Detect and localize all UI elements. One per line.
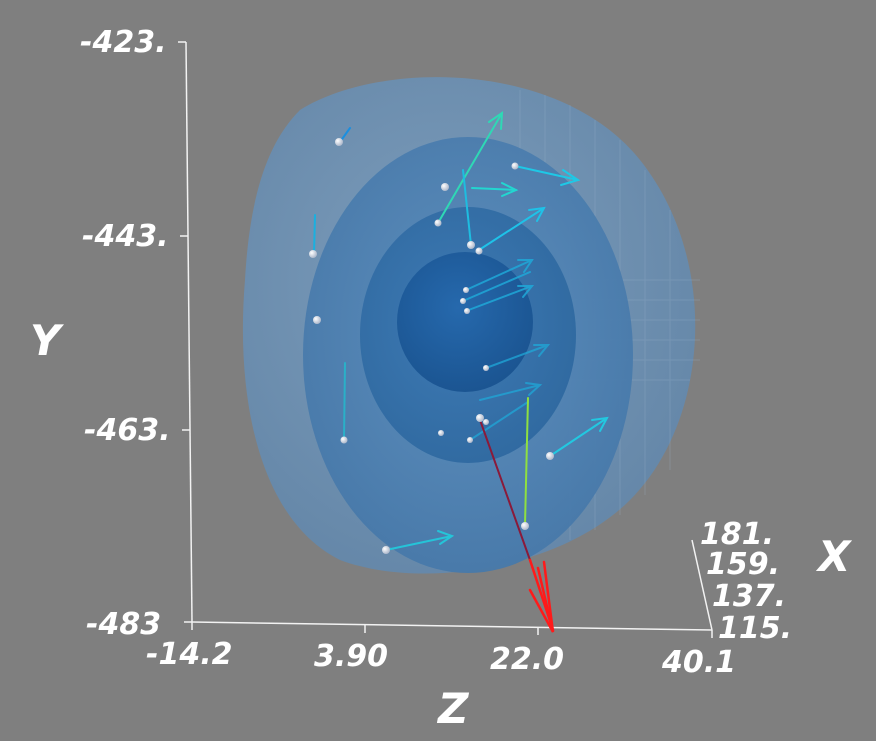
z-tick-label: 3.90 xyxy=(314,639,389,674)
x-tick-label: 137. xyxy=(712,579,787,614)
sample-point xyxy=(441,183,449,191)
x-tick-label: 115. xyxy=(718,611,793,646)
sample-point xyxy=(460,298,466,304)
sample-point xyxy=(483,419,489,425)
vector-arrow xyxy=(343,362,346,441)
sample-point xyxy=(309,250,317,258)
z-tick-label: 22.0 xyxy=(490,642,565,677)
y-tick-label: -483 xyxy=(86,607,162,642)
axis-frame xyxy=(178,41,713,638)
sample-point xyxy=(483,365,489,371)
sample-point xyxy=(546,452,554,460)
sample-point xyxy=(467,241,475,249)
sample-point xyxy=(463,287,469,293)
vector-arrow-large xyxy=(528,558,555,633)
z-tick-label: 40.1 xyxy=(662,645,737,680)
vector-arrow xyxy=(479,419,531,561)
vector-arrow xyxy=(524,397,529,526)
sample-point xyxy=(313,316,321,324)
sample-point xyxy=(382,546,390,554)
sample-point xyxy=(521,522,529,530)
sample-point xyxy=(335,138,343,146)
isosurface-core xyxy=(397,252,533,392)
sample-points xyxy=(309,138,554,554)
sample-point xyxy=(340,436,348,444)
sample-point xyxy=(475,247,483,255)
sample-point xyxy=(467,437,473,443)
z-axis-title: Z xyxy=(438,684,469,733)
sample-point xyxy=(438,430,444,436)
vector-arrow xyxy=(549,416,609,457)
y-tick-label: -463. xyxy=(84,413,171,448)
y-axis-line xyxy=(185,41,193,623)
vector-arrow xyxy=(437,111,504,224)
sample-point xyxy=(511,162,519,170)
z-axis-line xyxy=(191,621,713,631)
x-tick-label: 181. xyxy=(700,517,775,552)
vector-arrow xyxy=(385,530,455,551)
vector-arrow xyxy=(313,214,316,255)
x-tick-label: 159. xyxy=(706,547,781,582)
vector-arrow xyxy=(462,259,535,312)
vector-arrow xyxy=(478,206,546,251)
x-axis-line xyxy=(691,539,713,631)
vector-arrows xyxy=(313,111,609,633)
z-tick-label: -14.2 xyxy=(146,637,233,672)
vector-arrow xyxy=(514,165,581,186)
sample-point xyxy=(476,414,484,422)
sample-point xyxy=(464,308,470,314)
vector-arrow xyxy=(471,182,519,197)
vector-arrow xyxy=(462,169,472,246)
y-tick-label: -443. xyxy=(82,219,169,254)
isosurfaces xyxy=(242,77,700,574)
x-axis-title: X xyxy=(818,532,851,581)
vector-arrow xyxy=(469,344,551,441)
y-tick-label: -423. xyxy=(80,25,167,60)
sample-point xyxy=(434,219,442,227)
y-axis-title: Y xyxy=(30,316,61,365)
